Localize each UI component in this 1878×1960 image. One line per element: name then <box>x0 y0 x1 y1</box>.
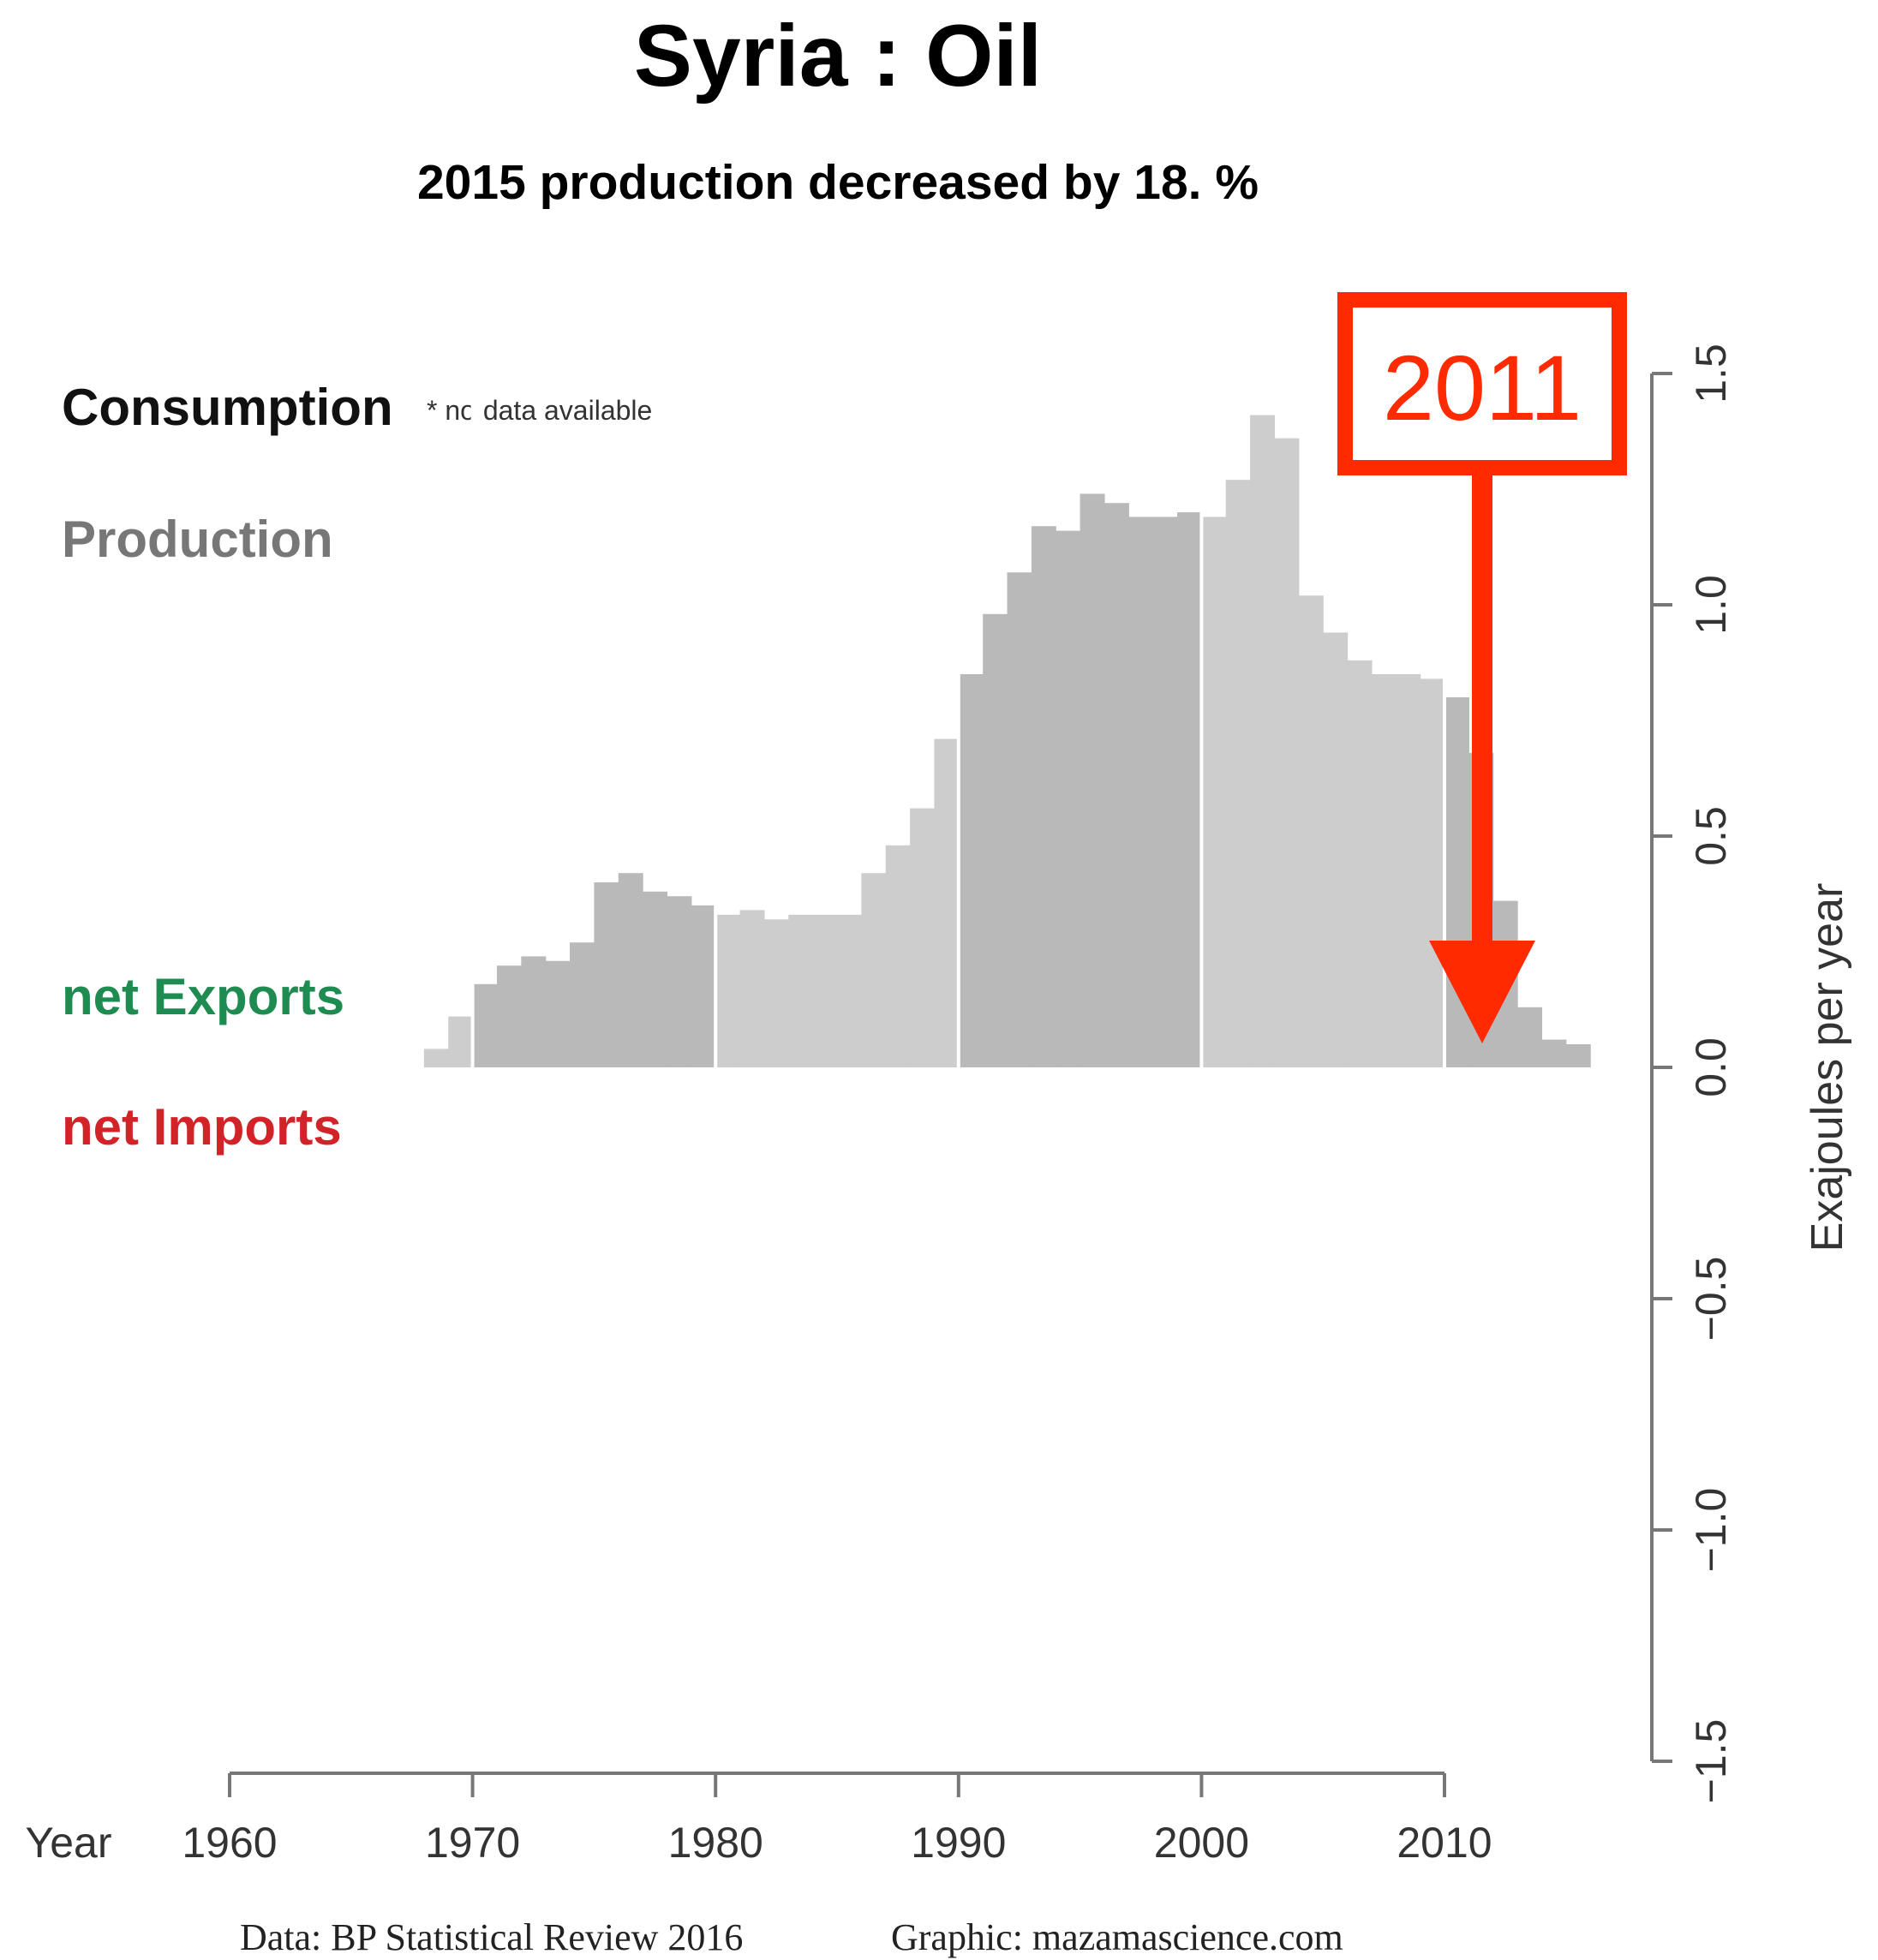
production-bar <box>1371 674 1397 1067</box>
x-axis-label: Year <box>25 1819 111 1867</box>
production-bar <box>1007 572 1032 1067</box>
production-bar <box>1128 517 1154 1067</box>
production-bar <box>448 1016 474 1067</box>
production-bars <box>423 415 1591 1068</box>
production-bar <box>691 905 716 1067</box>
production-bar <box>667 896 692 1067</box>
y-tick-label: 1.5 <box>1687 344 1735 403</box>
y-tick-label: 0.0 <box>1687 1037 1735 1097</box>
annotation-arrow-shaft <box>1472 468 1492 947</box>
legend-consumption: Consumption <box>62 379 393 436</box>
y-tick-label: −0.5 <box>1687 1257 1735 1342</box>
production-bar <box>423 1049 449 1067</box>
x-tick-label: 1960 <box>182 1819 277 1867</box>
production-bar <box>1250 415 1276 1068</box>
production-bar <box>885 845 911 1067</box>
production-bar <box>1323 632 1349 1067</box>
production-bar <box>1274 438 1300 1068</box>
footer-graphic: Graphic: mazamascience.com <box>891 1916 1343 1958</box>
annotation-label: 2011 <box>1383 336 1582 439</box>
x-axis: 1960 1970 1980 1990 2000 2010 <box>182 1772 1492 1867</box>
production-bar <box>472 983 498 1067</box>
legend-production: Production <box>62 511 333 568</box>
legend-no-data-note: * no data available <box>427 395 652 426</box>
production-bar <box>1565 1044 1591 1067</box>
production-bar <box>958 674 984 1067</box>
production-bar <box>496 965 522 1067</box>
production-bar <box>715 914 741 1067</box>
x-tick-label: 2000 <box>1154 1819 1249 1867</box>
chart-title: Syria : Oil <box>634 7 1042 105</box>
legend-net-exports: net Exports <box>62 968 344 1025</box>
production-bar <box>618 873 643 1067</box>
production-bar <box>837 914 862 1067</box>
x-tick-label: 1970 <box>425 1819 520 1867</box>
y-tick-label: 1.0 <box>1687 575 1735 635</box>
production-bar <box>739 910 765 1067</box>
production-bar <box>1444 697 1469 1067</box>
production-bar <box>1152 517 1178 1067</box>
production-bar <box>1298 595 1324 1067</box>
x-tick-label: 1990 <box>911 1819 1006 1867</box>
production-bar <box>763 919 789 1067</box>
production-bar <box>812 914 838 1067</box>
x-tick-label: 1980 <box>668 1819 763 1867</box>
y-tick-label: 0.5 <box>1687 806 1735 866</box>
production-bar <box>1201 517 1227 1067</box>
production-bar <box>1031 526 1056 1067</box>
production-bar <box>1103 503 1129 1067</box>
y-tick-label: −1.0 <box>1687 1488 1735 1573</box>
production-bar <box>1225 480 1251 1067</box>
production-bar <box>643 891 668 1067</box>
x-tick-label: 2010 <box>1397 1819 1492 1867</box>
legend-net-imports: net Imports <box>62 1098 342 1156</box>
production-bar <box>1541 1039 1567 1067</box>
y-axis: −1.5 −1.0 −0.5 0.0 0.5 1.0 1.5 <box>1650 344 1735 1804</box>
production-bar <box>1347 660 1373 1067</box>
annotation-arrow-head <box>1429 941 1535 1043</box>
production-bar <box>1420 678 1445 1067</box>
y-axis-label: Exajoules per year <box>1803 883 1852 1252</box>
production-bar <box>1056 530 1081 1067</box>
production-bar <box>1396 674 1421 1067</box>
production-bar <box>983 613 1008 1067</box>
production-bar <box>910 808 936 1067</box>
production-bar <box>788 914 814 1067</box>
production-bar <box>1177 512 1202 1067</box>
production-bar <box>861 873 887 1067</box>
production-bar <box>1080 493 1105 1067</box>
production-bar <box>1517 1007 1543 1067</box>
production-bar <box>570 942 595 1067</box>
production-bar <box>521 956 547 1067</box>
production-bar <box>545 960 571 1067</box>
y-tick-label: −1.5 <box>1687 1719 1735 1804</box>
production-bar <box>934 738 960 1067</box>
annotation-2011: 2011 <box>1337 292 1627 1043</box>
footer-source: Data: BP Statistical Review 2016 <box>240 1916 743 1958</box>
chart-subtitle: 2015 production decreased by 18. % <box>417 155 1259 210</box>
production-bar <box>594 882 619 1067</box>
